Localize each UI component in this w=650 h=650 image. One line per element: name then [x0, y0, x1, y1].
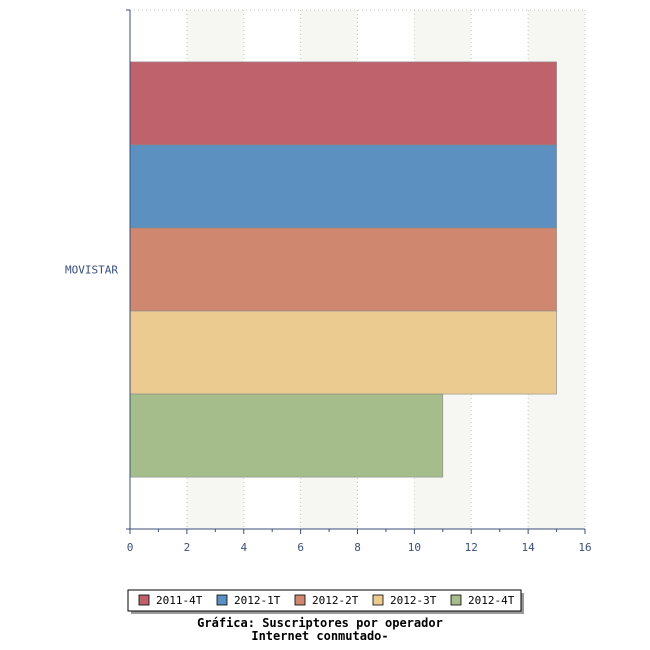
bar-2012-1T	[129, 144, 557, 229]
bars	[129, 61, 557, 478]
bar-2012-2T	[129, 227, 557, 312]
bar-2012-4T	[129, 393, 444, 478]
chart-title: Gráfica: Suscriptores por operador	[197, 616, 443, 630]
x-tick-label: 0	[127, 541, 134, 554]
legend: 2011-4T 2012-1T 2012-2T 2012-3T 2012-4T	[127, 589, 524, 614]
x-tick-labels: 0 2 4 6 8 10 12 14 16	[127, 541, 592, 554]
bar-2012-3T	[129, 310, 557, 395]
legend-label: 2012-2T	[312, 594, 359, 607]
legend-swatch	[450, 594, 462, 606]
chart-subtitle: Internet conmutado-	[251, 629, 389, 643]
legend-label: 2011-4T	[156, 594, 203, 607]
category-labels: MOVISTAR	[65, 264, 118, 277]
x-tick-label: 6	[297, 541, 304, 554]
bar-2011-4T	[129, 61, 557, 146]
x-tick-label: 2	[184, 541, 191, 554]
x-tick-label: 12	[465, 541, 478, 554]
legend-swatch	[372, 594, 384, 606]
x-tick-label: 16	[578, 541, 591, 554]
legend-swatch	[216, 594, 228, 606]
x-tick-label: 10	[408, 541, 421, 554]
legend-swatch	[138, 594, 150, 606]
axes	[126, 9, 586, 534]
x-tick-label: 14	[522, 541, 536, 554]
x-tick-label: 4	[240, 541, 247, 554]
legend-label: 2012-3T	[390, 594, 437, 607]
legend-label: 2012-4T	[468, 594, 515, 607]
x-tick-label: 8	[354, 541, 361, 554]
legend-label: 2012-1T	[234, 594, 281, 607]
category-label: MOVISTAR	[65, 264, 118, 277]
legend-swatch	[294, 594, 306, 606]
